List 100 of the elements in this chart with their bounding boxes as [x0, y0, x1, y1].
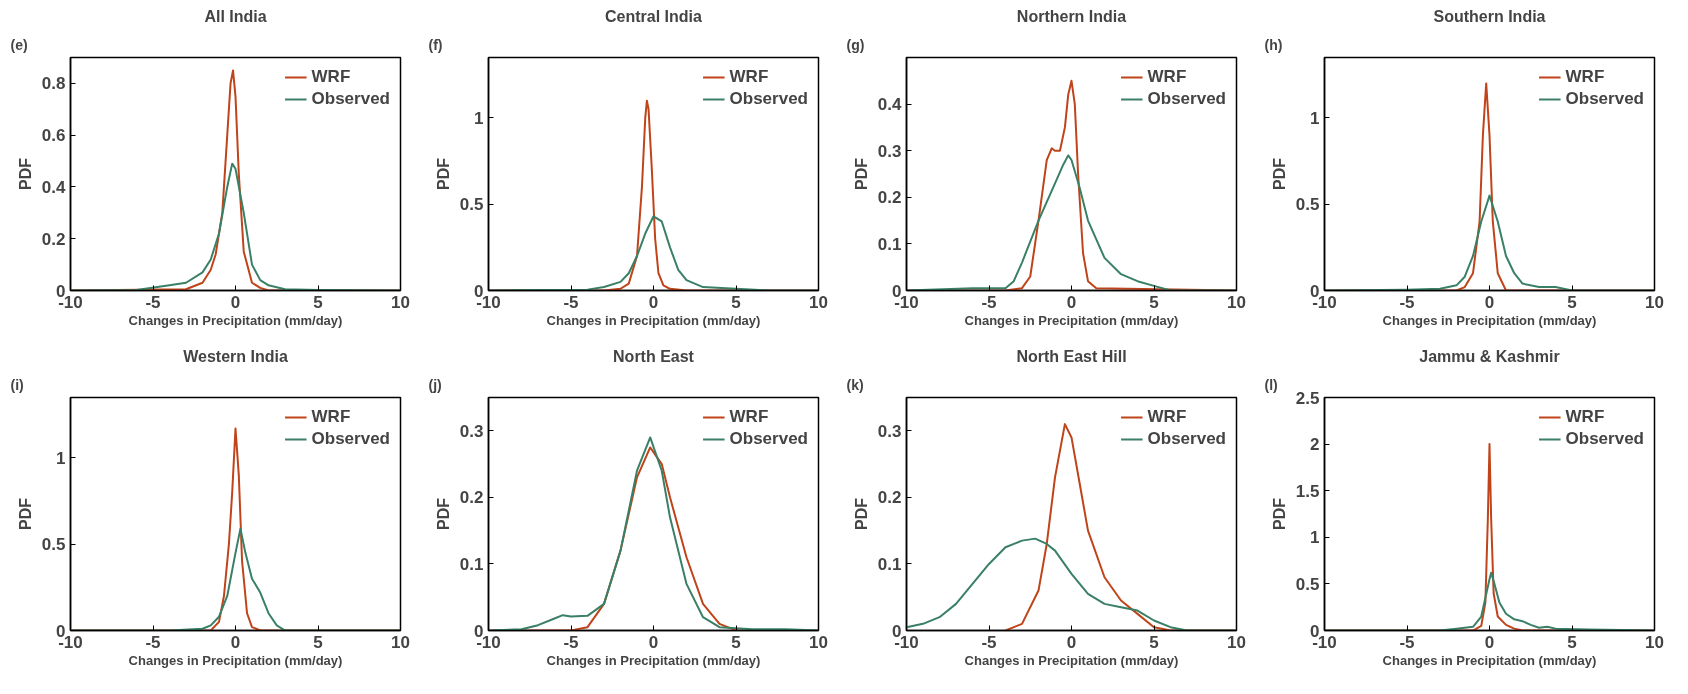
y-axis-title: PDF: [1270, 157, 1288, 190]
x-tick-label: 0: [1066, 292, 1077, 312]
x-tick-label: -5: [145, 632, 161, 652]
x-tick-label: 5: [1567, 292, 1577, 312]
y-tick-label: 1: [1310, 108, 1320, 128]
x-tick-label: 5: [313, 632, 323, 652]
x-axis-title: Changes in Precipitation (mm/day): [964, 312, 1179, 328]
y-tick-label: 0.3: [877, 141, 902, 161]
x-axis-title: Changes in Precipitation (mm/day): [964, 652, 1179, 668]
x-tick-label: 5: [731, 632, 741, 652]
y-tick-label: 0.5: [459, 195, 484, 215]
chart-title: All India: [204, 7, 267, 25]
x-tick-label: -5: [1399, 292, 1415, 312]
y-tick-label: 0.1: [877, 554, 902, 574]
y-tick-label: 0.2: [41, 229, 66, 249]
x-axis-title: Changes in Precipitation (mm/day): [1382, 312, 1597, 328]
x-tick-label: 10: [391, 292, 410, 312]
y-tick-label: 0.2: [877, 188, 902, 208]
x-tick-label: -5: [981, 292, 997, 312]
x-tick-label: 10: [391, 632, 410, 652]
chart-title: North East: [613, 347, 695, 365]
x-tick-label: 5: [1149, 632, 1159, 652]
chart-title: Western India: [183, 347, 288, 365]
x-tick-label: 10: [1227, 292, 1246, 312]
legend-label: WRF: [1565, 407, 1605, 427]
x-tick-label: 0: [648, 632, 659, 652]
text: (j): [428, 376, 442, 393]
y-tick-label: 0.3: [459, 421, 484, 441]
x-tick-label: 0: [648, 292, 659, 312]
y-tick-label: 0.2: [877, 488, 902, 508]
text: (h): [1264, 36, 1283, 53]
legend-label: Observed: [729, 429, 808, 449]
x-tick-label: -5: [563, 292, 579, 312]
x-tick-label: 10: [1645, 632, 1664, 652]
x-tick-label: 0: [230, 292, 241, 312]
legend-label: WRF: [1565, 67, 1605, 87]
legend-label: Observed: [1147, 89, 1226, 109]
y-tick-label: 0.6: [41, 126, 66, 146]
legend-label: Observed: [311, 429, 390, 449]
y-tick-label: 0.8: [41, 74, 66, 94]
x-tick-label: 5: [1567, 632, 1577, 652]
x-tick-label: -5: [145, 292, 161, 312]
y-tick-label: 1.5: [1295, 481, 1320, 501]
text: (l): [1264, 376, 1278, 393]
y-axis-title: PDF: [434, 157, 452, 190]
text: (k): [846, 376, 864, 393]
x-axis-title: Changes in Precipitation (mm/day): [546, 312, 761, 328]
y-tick-label: 0.5: [1295, 574, 1320, 594]
y-tick-label: 2: [1310, 435, 1320, 455]
y-axis-title: PDF: [16, 497, 34, 530]
chart-title: Southern India: [1433, 7, 1546, 25]
chart-title: Central India: [605, 7, 703, 25]
legend-label: Observed: [311, 89, 390, 109]
legend-label: WRF: [1147, 407, 1187, 427]
legend-label: Observed: [1147, 429, 1226, 449]
x-tick-label: 0: [1484, 632, 1495, 652]
chart-title: Northern India: [1016, 7, 1127, 25]
y-axis-title: PDF: [16, 157, 34, 190]
legend-label: Observed: [1565, 429, 1644, 449]
legend-label: WRF: [311, 407, 351, 427]
y-axis-title: PDF: [852, 497, 870, 530]
x-tick-label: 10: [809, 292, 828, 312]
y-tick-label: 0.4: [877, 95, 903, 115]
x-axis-title: Changes in Precipitation (mm/day): [1382, 652, 1597, 668]
y-axis-title: PDF: [852, 157, 870, 190]
y-tick-label: 0.3: [877, 421, 902, 441]
x-tick-label: 10: [809, 632, 828, 652]
x-tick-label: 5: [731, 292, 741, 312]
x-axis-title: Changes in Precipitation (mm/day): [128, 652, 343, 668]
y-axis-title: PDF: [1270, 497, 1288, 530]
x-tick-label: 10: [1645, 292, 1664, 312]
y-tick-label: 0.1: [877, 234, 902, 254]
y-tick-label: 1: [1310, 528, 1320, 548]
x-tick-label: -5: [1399, 632, 1415, 652]
x-axis-title: Changes in Precipitation (mm/day): [546, 652, 761, 668]
y-tick-label: 1: [474, 108, 484, 128]
y-tick-label: 1: [56, 448, 66, 468]
y-tick-label: 0.2: [459, 488, 484, 508]
y-tick-label: 0.4: [41, 177, 67, 197]
x-tick-label: 0: [1484, 292, 1495, 312]
legend-label: WRF: [729, 407, 769, 427]
chart-title: Jammu & Kashmir: [1419, 347, 1560, 365]
x-tick-label: -5: [981, 632, 997, 652]
y-tick-label: 0.5: [1295, 195, 1320, 215]
legend-label: WRF: [729, 67, 769, 87]
x-tick-label: 5: [1149, 292, 1159, 312]
text: (f): [428, 36, 443, 53]
x-tick-label: -5: [563, 632, 579, 652]
y-tick-label: 2.5: [1295, 388, 1320, 408]
chart-title: North East Hill: [1016, 347, 1127, 365]
x-tick-label: 5: [313, 292, 323, 312]
legend-label: Observed: [1565, 89, 1644, 109]
y-tick-label: 0.5: [41, 535, 66, 555]
legend-label: WRF: [1147, 67, 1187, 87]
x-tick-label: 0: [230, 632, 241, 652]
x-tick-label: 0: [1066, 632, 1077, 652]
text: (e): [10, 36, 28, 53]
x-axis-title: Changes in Precipitation (mm/day): [128, 312, 343, 328]
y-axis-title: PDF: [434, 497, 452, 530]
text: (g): [846, 36, 865, 53]
